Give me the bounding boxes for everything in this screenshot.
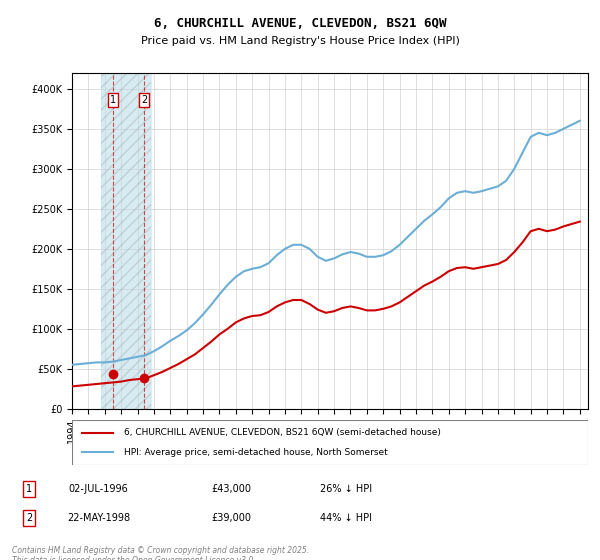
FancyBboxPatch shape	[72, 420, 588, 465]
Bar	[101, 73, 151, 409]
Text: Contains HM Land Registry data © Crown copyright and database right 2025.
This d: Contains HM Land Registry data © Crown c…	[12, 546, 309, 560]
Text: 44% ↓ HPI: 44% ↓ HPI	[320, 513, 372, 522]
Text: Price paid vs. HM Land Registry's House Price Index (HPI): Price paid vs. HM Land Registry's House …	[140, 36, 460, 46]
Text: £39,000: £39,000	[211, 513, 251, 522]
Text: 22-MAY-1998: 22-MAY-1998	[67, 513, 130, 522]
Text: 2: 2	[141, 95, 147, 105]
Text: 26% ↓ HPI: 26% ↓ HPI	[320, 484, 372, 493]
Bar	[101, 73, 151, 409]
Text: 2: 2	[26, 513, 32, 522]
Text: £43,000: £43,000	[211, 484, 251, 493]
Text: 1: 1	[26, 484, 32, 493]
Text: 02-JUL-1996: 02-JUL-1996	[68, 484, 128, 493]
Text: 6, CHURCHILL AVENUE, CLEVEDON, BS21 6QW: 6, CHURCHILL AVENUE, CLEVEDON, BS21 6QW	[154, 17, 446, 30]
Text: 6, CHURCHILL AVENUE, CLEVEDON, BS21 6QW (semi-detached house): 6, CHURCHILL AVENUE, CLEVEDON, BS21 6QW …	[124, 428, 440, 437]
Text: 1: 1	[110, 95, 116, 105]
Text: HPI: Average price, semi-detached house, North Somerset: HPI: Average price, semi-detached house,…	[124, 448, 388, 457]
